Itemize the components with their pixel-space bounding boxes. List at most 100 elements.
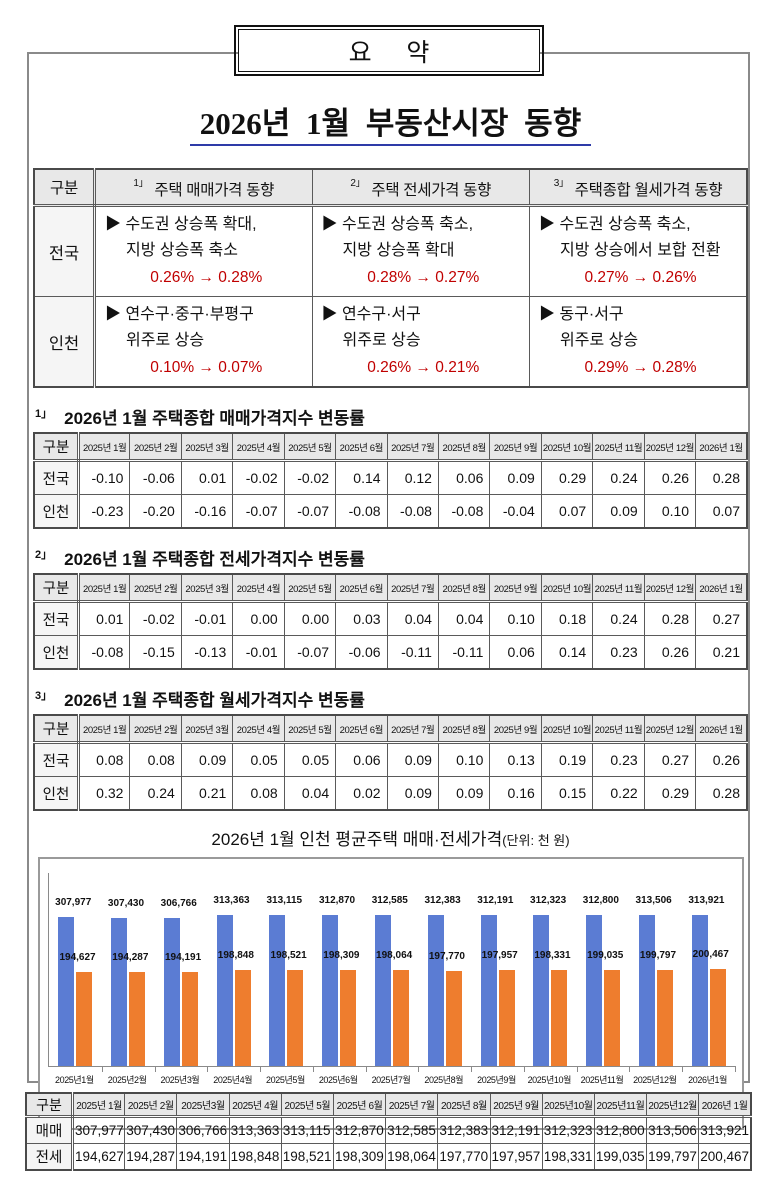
month-header: 2025년 12월: [643, 432, 697, 462]
trend-line-2: 위주로 상승: [126, 332, 205, 349]
axis-tick: [629, 1066, 631, 1072]
sale-data-label: 312,870: [318, 895, 356, 906]
sale-bar: [163, 918, 180, 1066]
x-axis-label: 2025년1월: [54, 1075, 94, 1085]
sale-bar: [216, 915, 233, 1066]
sale-bar: [58, 917, 75, 1066]
jeonse-data-label: 199,035: [587, 950, 624, 961]
value-cell: 0.26: [643, 635, 697, 670]
overview-row: 전국 ▶ 수도권 상승폭 확대, 지방 상승폭 축소 0.26% → 0.28% ▶ 수…: [33, 205, 748, 297]
bar-group: 313,115 198,521: [260, 873, 314, 1072]
value-cell: 0.32: [77, 776, 131, 811]
sale-data-label: 312,191: [477, 895, 514, 906]
overview-header-row: 구분 1」 주택 매매가격 동향 2」 주택 전세가격 동향 3」 주택종합 월세가격…: [33, 168, 748, 207]
month-header: 2025년 4월: [228, 1092, 282, 1118]
value-cell: 307,430: [124, 1116, 178, 1144]
value-cell: 0.09: [437, 776, 491, 811]
axis-tick: [471, 1066, 473, 1072]
bar-group: 307,430 194,287: [102, 873, 156, 1072]
value-cell: 0.28: [695, 460, 748, 495]
jeonse-data-label: 198,064: [376, 950, 413, 961]
value-cell: 0.28: [643, 601, 697, 636]
value-cell: 0.28: [695, 776, 748, 811]
sale-bar: [533, 915, 550, 1066]
axis-tick: [682, 1066, 684, 1072]
month-header: 2025년 10월: [540, 573, 594, 603]
value-cell: 0.14: [335, 460, 388, 495]
x-axis-label: 2025년3월: [160, 1075, 200, 1085]
sale-data-label: 312,585: [371, 895, 408, 906]
value-cell: 0.19: [540, 742, 594, 777]
sale-data-label: 307,430: [107, 898, 145, 909]
value-cell: 0.29: [643, 776, 697, 811]
value-cell: 312,585: [385, 1116, 439, 1144]
jeonse-bar: [287, 970, 304, 1066]
row-label: 전국: [33, 460, 80, 495]
value-cell: 0.23: [592, 635, 645, 670]
value-cell: 199,797: [646, 1143, 700, 1171]
value-cell: -0.16: [180, 494, 234, 529]
value-cell: -0.08: [77, 635, 131, 670]
chart-x-axis-labels: 2025년1월 2025년2월 2025년3월 2025년4월 2025년5월 2025년…: [48, 1073, 734, 1086]
month-header: 2025년 12월: [643, 714, 697, 744]
value-cell: 0.24: [592, 601, 645, 636]
overview-col-jeonse: 2」 주택 전세가격 동향: [311, 168, 530, 207]
value-cell: 199,035: [593, 1143, 648, 1171]
jeonse-bar: [76, 972, 93, 1066]
value-cell: -0.06: [335, 635, 388, 670]
trend-line-2: 지방 상승폭 축소: [126, 242, 238, 259]
month-header: 2025년 9월: [489, 714, 542, 744]
value-cell: 198,309: [332, 1143, 387, 1171]
bar-group: 307,977 194,627: [49, 873, 103, 1072]
value-cell: 0.29: [540, 460, 594, 495]
value-cell: 0.24: [592, 460, 645, 495]
value-cell: 0.08: [232, 776, 285, 811]
sale-bar: [427, 915, 444, 1066]
value-cell: -0.11: [437, 635, 491, 670]
value-cell: 200,467: [698, 1143, 752, 1171]
value-cell: 0.22: [592, 776, 645, 811]
jeonse-bar: [181, 972, 198, 1066]
value-cell: 0.01: [180, 460, 234, 495]
axis-tick: [365, 1066, 367, 1072]
trend-line-1: ▶ 수도권 상승폭 확대,: [105, 216, 257, 233]
x-axis-label: 2026년1월: [688, 1075, 727, 1085]
overview-col-wolse: 3」 주택종합 월세가격 동향: [529, 168, 748, 207]
region-label: 인천: [33, 296, 96, 388]
x-axis-label: 2025년5월: [266, 1075, 305, 1085]
jeonse-bar: [551, 970, 568, 1066]
x-axis-label: 2025년10월: [527, 1075, 572, 1085]
trend-line-2: 위주로 상승: [560, 332, 639, 349]
section-heading-jeonse-index: 2」 2026년 1월 주택종합 전세가격지수 변동률: [35, 549, 365, 569]
bar-group: 312,323 198,331: [524, 873, 578, 1072]
month-header: 2026년 1월: [695, 714, 748, 744]
bar-group: 312,870 198,309: [313, 873, 367, 1072]
value-cell: 0.07: [695, 494, 748, 529]
value-cell: 0.15: [540, 776, 594, 811]
axis-tick: [101, 1066, 103, 1072]
x-axis-label: 2025년12월: [633, 1075, 677, 1085]
sale-data-label: 313,506: [635, 895, 672, 906]
month-header: 2025년 11월: [592, 573, 645, 603]
jeonse-index-table: 구분 2025년 1월 2025년 2월 2025년 3월 2025년 4월 2025년 …: [33, 573, 748, 670]
rate-change: 0.29% → 0.28%: [584, 359, 697, 376]
section-heading-sale-index: 1」 2026년 1월 주택종합 매매가격지수 변동률: [35, 408, 365, 428]
month-header: 2025년 4월: [232, 432, 285, 462]
month-header: 2025년 11월: [592, 714, 645, 744]
table-row: 전국 0.01 -0.02 -0.01 0.00 0.00 0.03 0.04 0.04 0.10…: [33, 601, 748, 636]
month-header: 2025년 5월: [280, 1092, 334, 1118]
value-cell: 0.12: [386, 460, 439, 495]
value-cell: 0.03: [335, 601, 388, 636]
value-cell: 0.06: [335, 742, 388, 777]
month-header: 2025년 2월: [129, 714, 182, 744]
table-row: 매매 307,977 307,430 306,766 313,363 313,115 312…: [25, 1116, 752, 1144]
value-cell: 0.16: [489, 776, 542, 811]
month-header: 2025년 5월: [283, 432, 337, 462]
table-header-row: 구분 2025년 1월 2025년 2월 2025년 3월 2025년 4월 2025년 …: [33, 714, 748, 744]
corner-label: 구분: [33, 432, 80, 462]
jeonse-data-label: 199,797: [639, 950, 677, 961]
table-header-row: 구분 2025년 1월 2025년 2월 2025년 3월 2025년 4월 2025년 …: [33, 573, 748, 603]
row-label: 매매: [25, 1116, 74, 1144]
trend-line-1: ▶ 연수구·서구: [321, 306, 421, 323]
value-cell: 0.09: [592, 494, 645, 529]
